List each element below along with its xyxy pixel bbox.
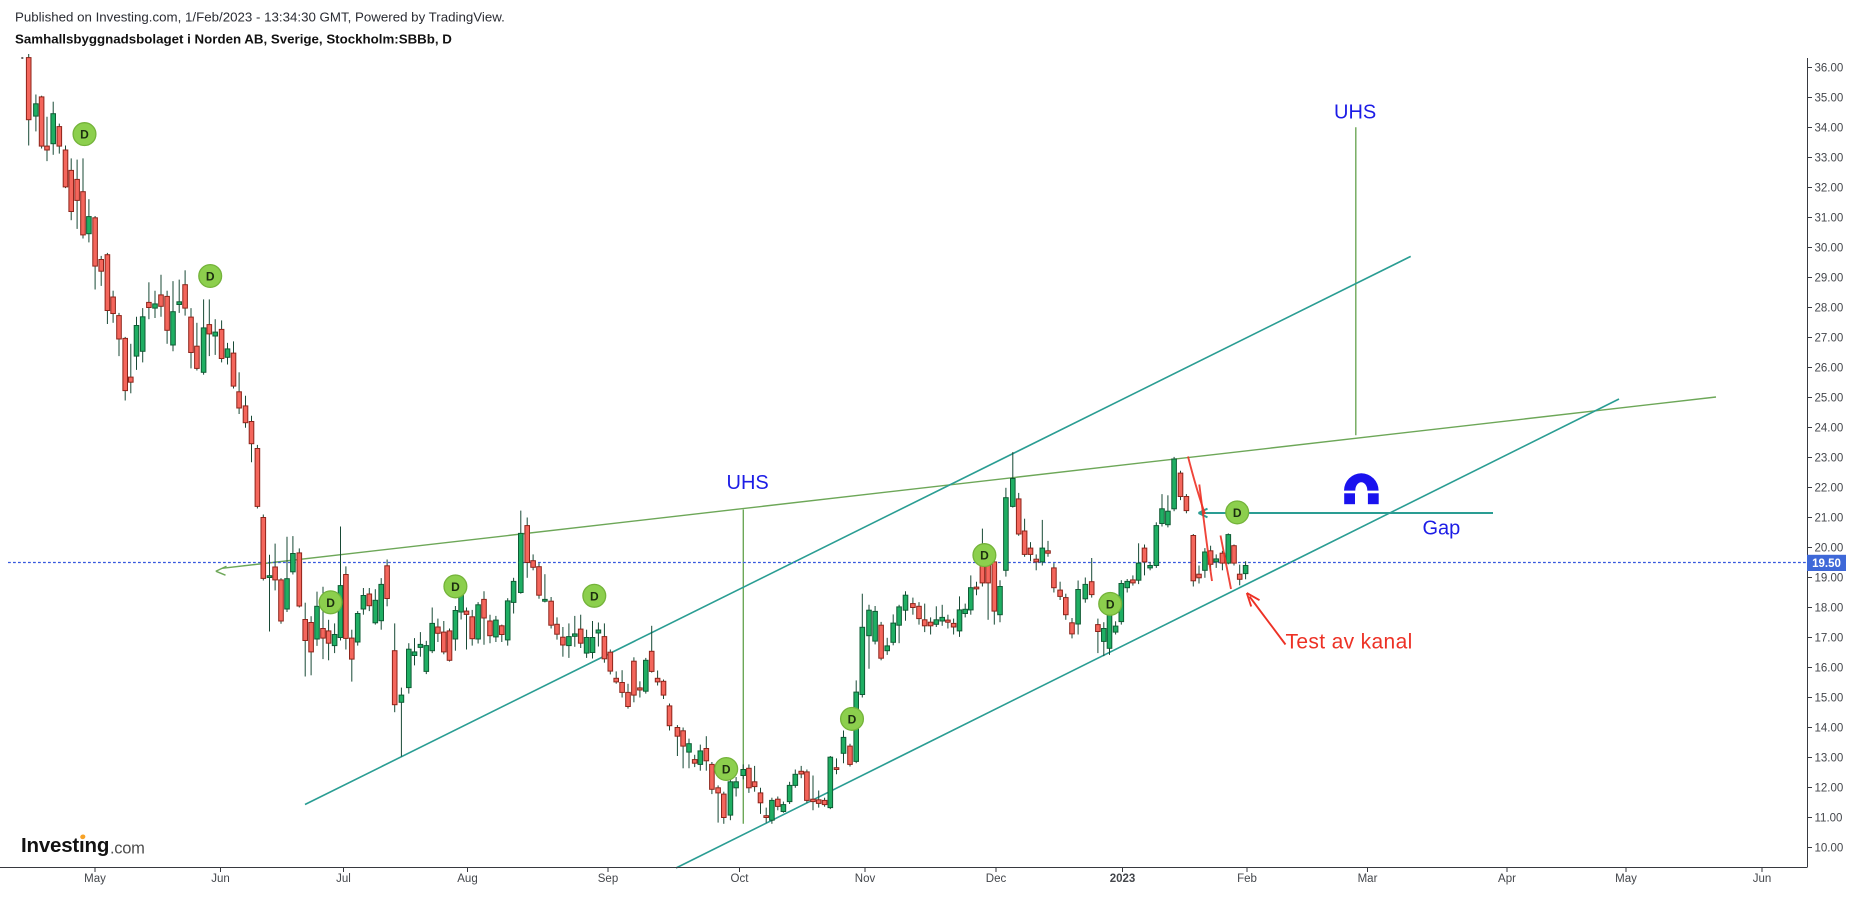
svg-text:23.00: 23.00 bbox=[1815, 453, 1844, 465]
svg-text:Oct: Oct bbox=[731, 873, 750, 885]
svg-text:D: D bbox=[1233, 506, 1242, 520]
svg-text:19.50: 19.50 bbox=[1812, 558, 1841, 570]
svg-text:Dec: Dec bbox=[986, 873, 1007, 885]
svg-text:D: D bbox=[980, 549, 989, 563]
svg-text:33.00: 33.00 bbox=[1815, 153, 1844, 165]
svg-text:Aug: Aug bbox=[457, 873, 477, 885]
svg-text:.com: .com bbox=[110, 840, 145, 858]
svg-text:D: D bbox=[1106, 597, 1115, 611]
svg-text:Mar: Mar bbox=[1358, 873, 1378, 885]
svg-text:D: D bbox=[722, 763, 731, 777]
svg-text:12.00: 12.00 bbox=[1815, 783, 1844, 795]
svg-text:34.00: 34.00 bbox=[1815, 123, 1844, 135]
svg-text:11.00: 11.00 bbox=[1815, 813, 1843, 825]
svg-text:2023: 2023 bbox=[1110, 873, 1136, 885]
svg-text:13.00: 13.00 bbox=[1815, 753, 1844, 765]
svg-text:19.00: 19.00 bbox=[1815, 573, 1844, 585]
svg-text:Gap: Gap bbox=[1423, 518, 1461, 540]
svg-text:25.00: 25.00 bbox=[1815, 393, 1844, 405]
svg-text:D: D bbox=[206, 270, 215, 284]
svg-text:Samhallsbyggnadsbolaget i Nord: Samhallsbyggnadsbolaget i Norden AB, Sve… bbox=[15, 32, 452, 47]
svg-text:15.00: 15.00 bbox=[1815, 693, 1844, 705]
svg-text:UHS: UHS bbox=[727, 472, 769, 494]
svg-text:21.00: 21.00 bbox=[1815, 513, 1844, 525]
svg-text:20.00: 20.00 bbox=[1815, 543, 1844, 555]
svg-text:17.00: 17.00 bbox=[1815, 633, 1844, 645]
svg-text:16.00: 16.00 bbox=[1815, 663, 1844, 675]
svg-text:Jun: Jun bbox=[1753, 873, 1772, 885]
svg-text:29.00: 29.00 bbox=[1815, 273, 1844, 285]
svg-text:18.00: 18.00 bbox=[1815, 603, 1844, 615]
svg-text:Apr: Apr bbox=[1498, 873, 1516, 885]
svg-text:35.00: 35.00 bbox=[1815, 93, 1844, 105]
svg-text:D: D bbox=[848, 712, 857, 726]
svg-text:26.00: 26.00 bbox=[1815, 363, 1844, 375]
svg-text:May: May bbox=[84, 873, 106, 885]
svg-text:32.00: 32.00 bbox=[1815, 183, 1844, 195]
svg-text:31.00: 31.00 bbox=[1815, 213, 1844, 225]
svg-text:24.00: 24.00 bbox=[1815, 423, 1844, 435]
svg-text:D: D bbox=[451, 580, 460, 594]
svg-text:30.00: 30.00 bbox=[1815, 243, 1844, 255]
svg-text:D: D bbox=[80, 128, 89, 142]
svg-text:Nov: Nov bbox=[855, 873, 876, 885]
svg-text:28.00: 28.00 bbox=[1815, 303, 1844, 315]
svg-text:Published on Investing.com, 1/: Published on Investing.com, 1/Feb/2023 -… bbox=[15, 10, 505, 25]
svg-text:May: May bbox=[1615, 873, 1637, 885]
svg-text:Test av kanal: Test av kanal bbox=[1286, 631, 1413, 654]
svg-text:UHS: UHS bbox=[1334, 102, 1376, 124]
svg-text:D: D bbox=[326, 596, 335, 610]
svg-text:Jul: Jul bbox=[336, 873, 351, 885]
svg-text:36.00: 36.00 bbox=[1815, 63, 1844, 75]
svg-text:10.00: 10.00 bbox=[1815, 843, 1844, 855]
svg-text:Investıng: Investıng bbox=[21, 834, 109, 857]
svg-text:Sep: Sep bbox=[598, 873, 618, 885]
svg-text:Feb: Feb bbox=[1237, 873, 1257, 885]
svg-text:27.00: 27.00 bbox=[1815, 333, 1844, 345]
svg-text:14.00: 14.00 bbox=[1815, 723, 1844, 735]
svg-text:D: D bbox=[590, 589, 599, 603]
svg-text:22.00: 22.00 bbox=[1815, 483, 1844, 495]
svg-text:Jun: Jun bbox=[211, 873, 230, 885]
